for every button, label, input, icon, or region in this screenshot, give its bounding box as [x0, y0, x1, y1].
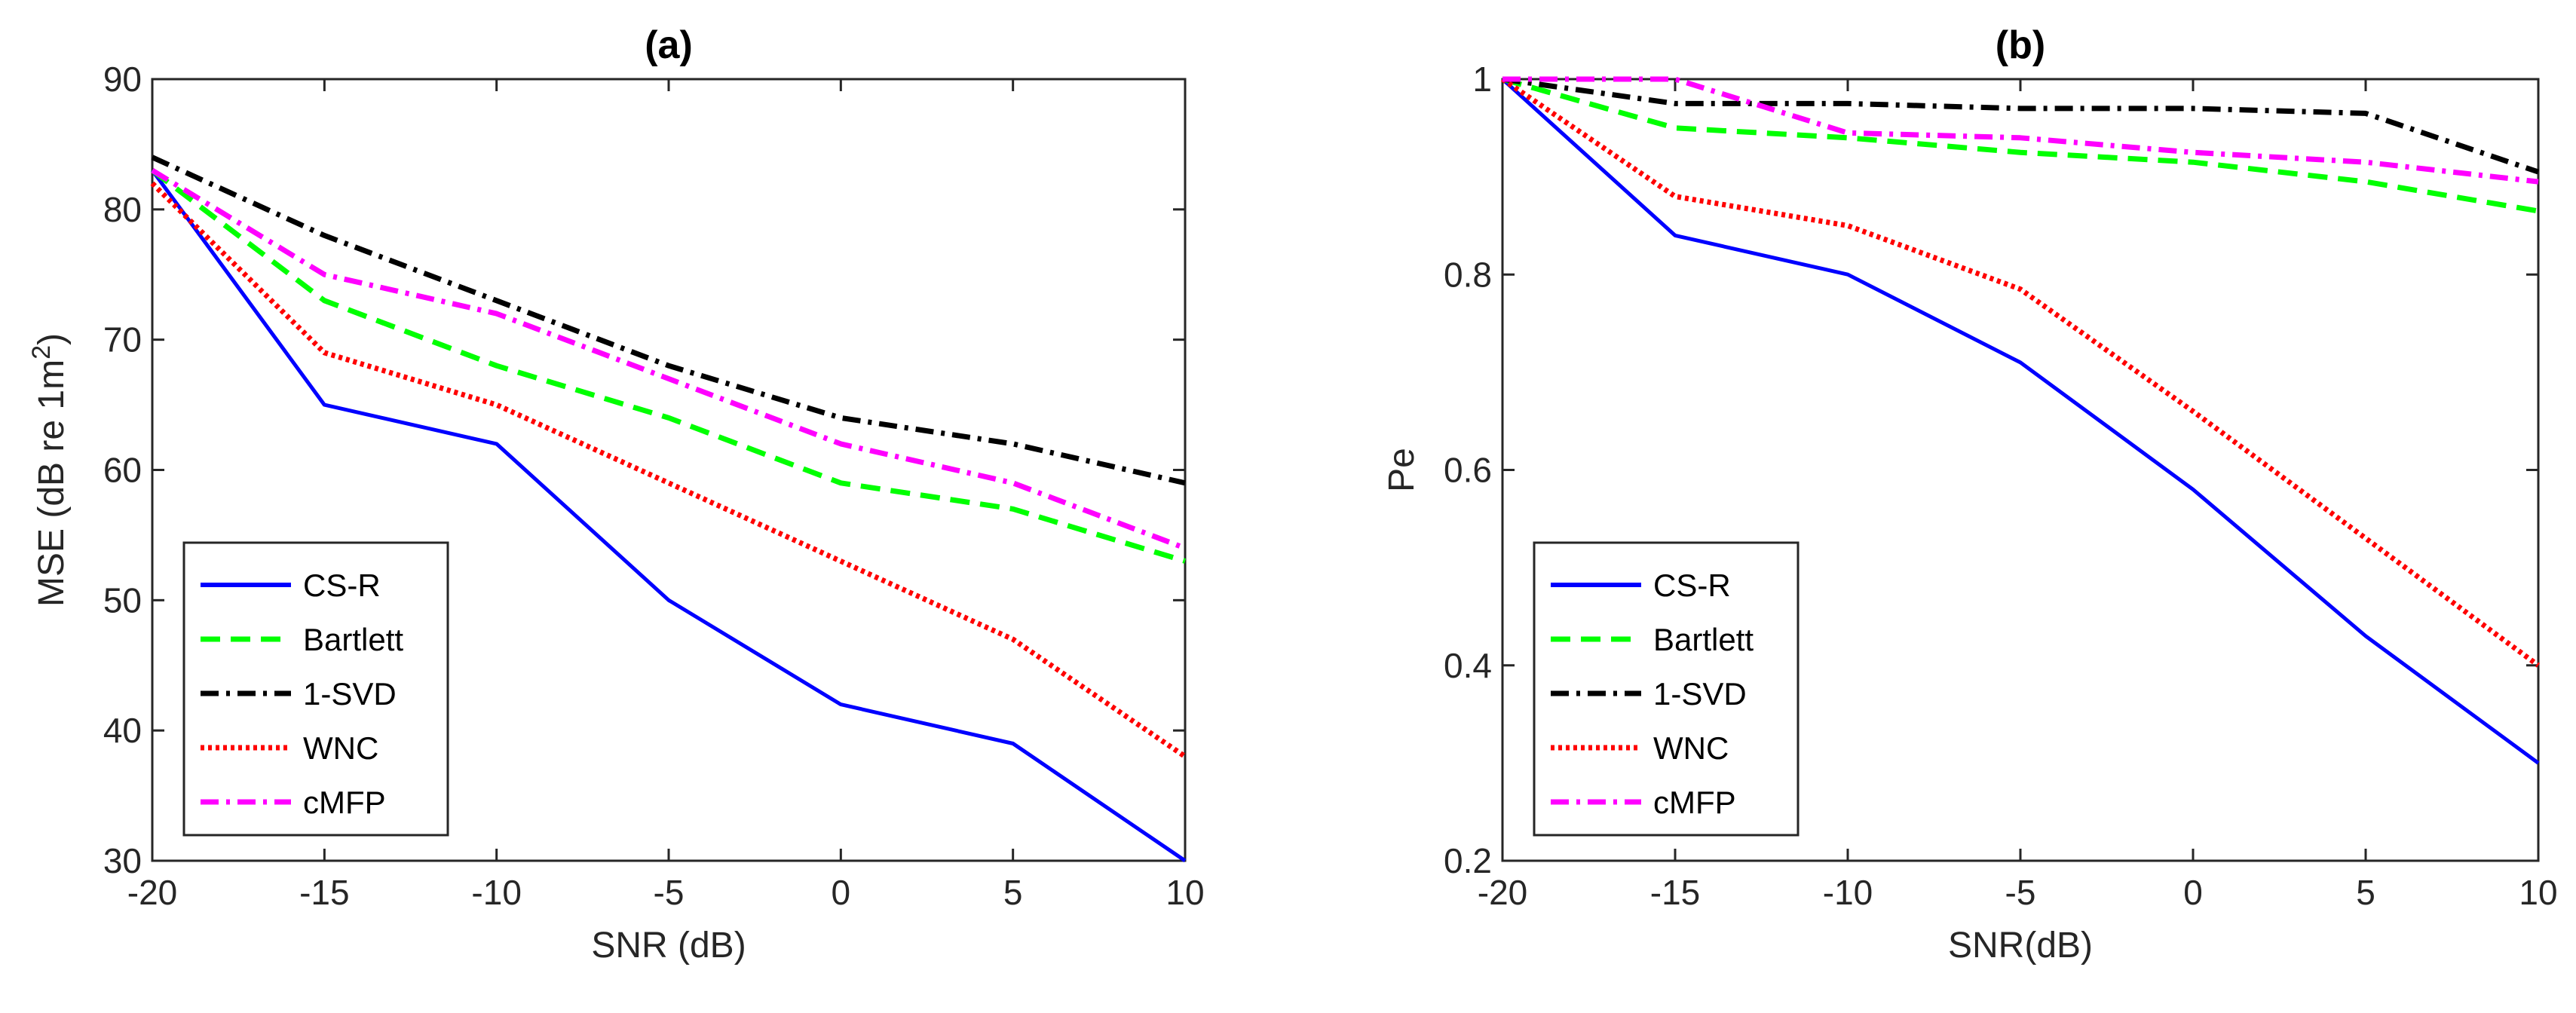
legend-label: CS-R: [303, 568, 381, 603]
y-tick-label: 60: [103, 451, 142, 490]
x-tick-label: 5: [1003, 873, 1023, 912]
y-tick-label: 0.6: [1444, 451, 1492, 490]
legend-label: Bartlett: [303, 622, 403, 657]
x-tick-label: -20: [127, 873, 177, 912]
legend-label: cMFP: [1653, 785, 1736, 820]
y-tick-label: 1: [1472, 60, 1492, 99]
series-line-1-svd: [151, 155, 1186, 486]
x-tick-label: 10: [2519, 873, 2557, 912]
series-line-cs-r: [1501, 78, 2540, 765]
legend-label: CS-R: [1653, 568, 1731, 603]
chart-title: (a): [645, 23, 693, 67]
series-line-bartlett: [1502, 76, 2539, 214]
legend-label: 1-SVD: [303, 676, 397, 712]
chart-title: (b): [1996, 23, 2045, 67]
legend-label: WNC: [1653, 730, 1729, 766]
y-tick-label: 80: [103, 190, 142, 229]
x-tick-label: -15: [299, 873, 349, 912]
legend-box: [182, 541, 449, 837]
series-line-wnc: [1501, 77, 2541, 668]
legend-box: [1533, 541, 1800, 837]
series-line-1-svd: [1502, 76, 2540, 175]
legend-label: cMFP: [303, 785, 386, 820]
y-tick-label: 0.2: [1444, 841, 1492, 880]
y-tick-label: 40: [103, 711, 142, 750]
x-tick-label: -10: [471, 873, 521, 912]
series-line-cs-r: [150, 169, 1187, 863]
x-tick-label: -15: [1650, 873, 1700, 912]
x-tick-label: -5: [2005, 873, 2036, 912]
x-tick-label: -20: [1478, 873, 1527, 912]
y-axis-label: MSE (dB re 1m2): [27, 333, 72, 607]
y-tick-label: 70: [103, 320, 142, 360]
y-axis-label-superscript: 2: [27, 345, 56, 360]
y-axis-label-main: MSE (dB re 1m: [32, 360, 72, 607]
legend-label: WNC: [303, 730, 378, 766]
y-tick-label: 30: [103, 841, 142, 880]
series-line-bartlett: [150, 168, 1187, 564]
legend-label: Bartlett: [1653, 622, 1754, 657]
y-tick-label: 90: [103, 60, 142, 99]
y-axis-label: Pe: [1382, 448, 1422, 492]
panel-b: -20 -15 -10 -5 0 5 10 0.2 0.4 0.6 0.8 1 (b) SNR(dB) Pe…: [1382, 23, 2558, 966]
y-axis-label-tail: ): [32, 333, 72, 345]
x-tick-label: 0: [2183, 873, 2203, 912]
series-line-cmfp: [151, 168, 1187, 551]
y-axis-label-main: Pe: [1382, 448, 1422, 492]
y-tick-label: 0.4: [1444, 646, 1492, 685]
x-tick-label: 5: [2356, 873, 2375, 912]
x-tick-label: -10: [1823, 873, 1873, 912]
panel-a: -20 -15 -10 -5 0 5 10 30 40 50 60 70 80 90 (a) SNR (dB)…: [27, 23, 1205, 966]
x-axis-label: SNR(dB): [1948, 926, 2093, 966]
x-tick-label: 0: [832, 873, 851, 912]
y-tick-label: 50: [103, 580, 142, 620]
x-axis-label: SNR (dB): [591, 926, 746, 966]
x-tick-label: 10: [1165, 873, 1204, 912]
series-line-wnc: [150, 181, 1187, 759]
y-tick-label: 0.8: [1444, 255, 1492, 294]
x-tick-label: -5: [654, 873, 685, 912]
legend-label: 1-SVD: [1653, 676, 1747, 712]
series-line-cmfp: [1502, 76, 2539, 185]
